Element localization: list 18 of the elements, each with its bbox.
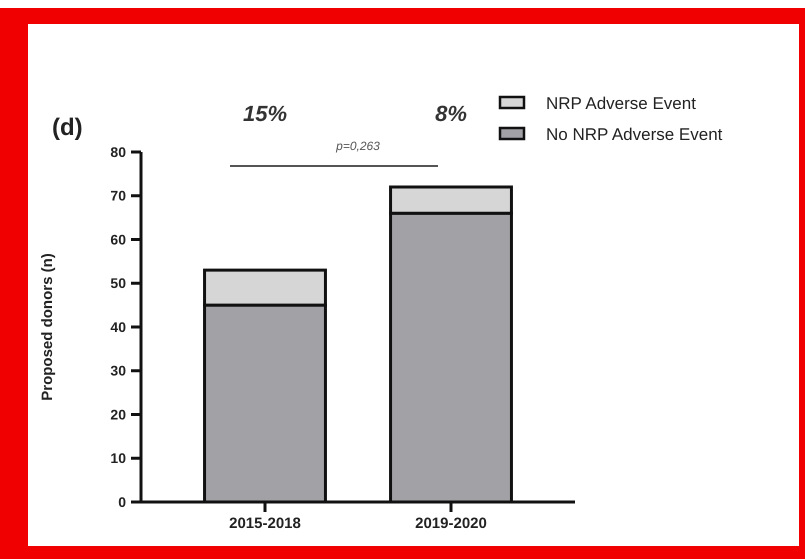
- y-tick-label: 20: [110, 406, 126, 422]
- x-tick-label: 2019-2020: [415, 515, 487, 532]
- y-axis-title: Proposed donors (n): [39, 253, 56, 401]
- y-tick-label: 70: [110, 188, 126, 204]
- y-tick-label: 50: [110, 275, 126, 292]
- legend-label: No NRP Adverse Event: [546, 124, 723, 144]
- text: (d): [52, 114, 83, 141]
- y-tick-label: 40: [110, 318, 126, 335]
- y-tick-label: 30: [110, 362, 126, 379]
- y-tick-label: 0: [118, 494, 126, 510]
- x-tick-label: 2015-2018: [229, 515, 301, 532]
- y-tick-label: 10: [110, 450, 126, 466]
- y-tick-label: 60: [110, 231, 126, 248]
- text: 8%: [435, 101, 467, 126]
- text: 15%: [242, 101, 288, 126]
- legend-label: NRP Adverse Event: [546, 94, 696, 113]
- annotation: p=0,263: [335, 139, 380, 153]
- y-tick-label: 80: [110, 144, 126, 160]
